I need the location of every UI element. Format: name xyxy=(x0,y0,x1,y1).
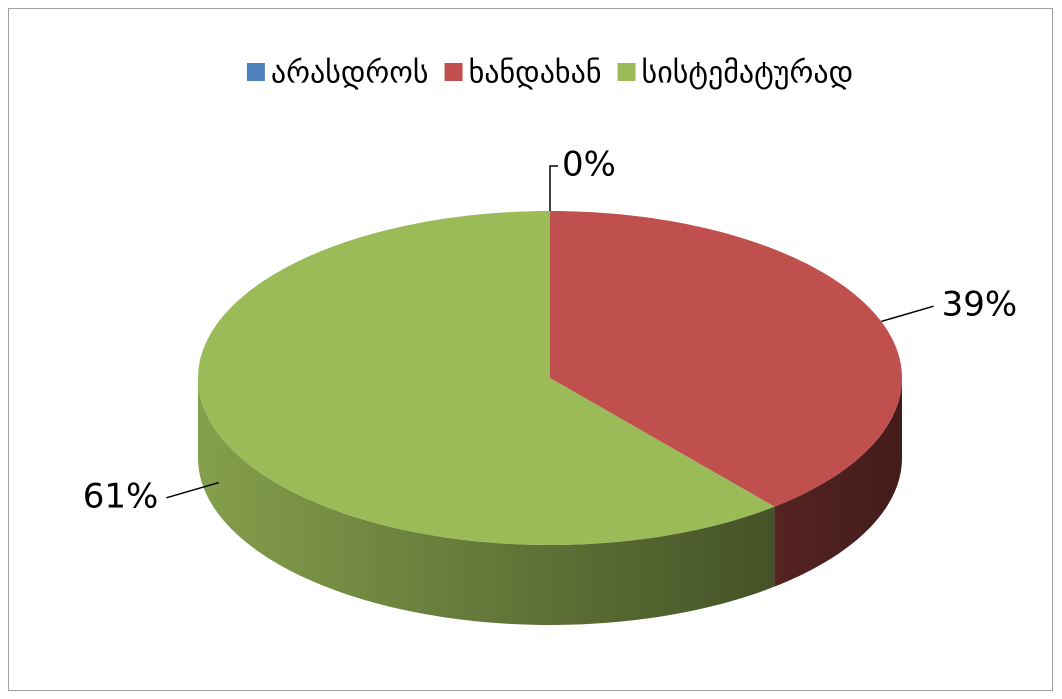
legend-swatch xyxy=(444,63,463,81)
slice-side xyxy=(198,378,775,625)
slice xyxy=(550,211,902,507)
data-label: 39% xyxy=(942,285,1018,325)
legend-swatch xyxy=(617,63,636,81)
slice xyxy=(198,211,775,545)
leader-line xyxy=(549,165,558,211)
legend-label: ხანდახან xyxy=(469,56,602,91)
legend-label: სისტემატურად xyxy=(642,56,854,91)
data-label: 0% xyxy=(562,145,616,185)
leader-line xyxy=(166,481,220,499)
legend-label: არასდროს xyxy=(271,56,429,91)
leader-line xyxy=(880,305,934,323)
legend-swatch xyxy=(246,63,265,81)
data-label: 61% xyxy=(83,476,159,516)
slice-side xyxy=(774,378,902,587)
